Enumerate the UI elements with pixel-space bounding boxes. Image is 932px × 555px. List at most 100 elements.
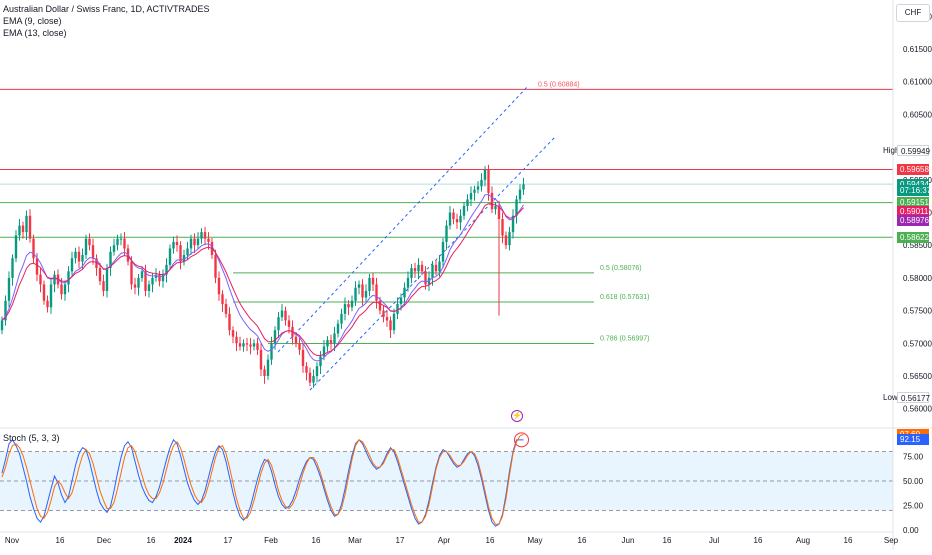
candle-body xyxy=(28,215,32,239)
candle-body xyxy=(301,349,305,367)
candle-body xyxy=(315,366,319,376)
candle-body xyxy=(70,258,74,272)
time-tick-label: Apr xyxy=(438,536,451,545)
candle-body xyxy=(399,297,403,305)
price-tick-label: 0.61000 xyxy=(903,78,932,87)
candle-body xyxy=(378,300,382,311)
candle-body xyxy=(336,323,340,334)
stoch-tick-label: 50.00 xyxy=(903,477,924,486)
candle-body xyxy=(88,238,91,246)
candle-body xyxy=(14,235,18,259)
candle-body xyxy=(490,192,494,210)
candle-body xyxy=(214,255,217,278)
candle-body xyxy=(81,255,84,262)
candle-body xyxy=(487,170,490,193)
fib-level-label: 0.5 (0.60884) xyxy=(538,81,580,88)
price-tick-label: 0.57500 xyxy=(903,307,932,316)
currency-button[interactable]: CHF xyxy=(896,4,930,22)
candle-body xyxy=(298,343,301,350)
candle-body xyxy=(259,349,263,370)
candle-body xyxy=(305,366,308,373)
time-tick-label: Aug xyxy=(796,536,810,545)
price-badge: 0.58976 xyxy=(897,215,929,227)
candle-body xyxy=(382,310,385,318)
candle-body xyxy=(431,264,434,278)
candle-body xyxy=(508,232,511,246)
candle-body xyxy=(350,300,354,308)
candle-body xyxy=(364,290,368,298)
candle-body xyxy=(123,238,126,249)
candle-body xyxy=(133,284,137,288)
candle-body xyxy=(116,238,119,246)
candle-body xyxy=(466,199,469,206)
alert-icon[interactable]: ⚡ xyxy=(511,410,523,422)
candle-body xyxy=(322,346,326,357)
candle-body xyxy=(102,281,105,291)
candle-body xyxy=(522,184,525,190)
symbol-legend[interactable]: Australian Dollar / Swiss Franc, 1D, ACT… xyxy=(3,4,210,14)
high-label: High xyxy=(883,145,900,155)
candle-body xyxy=(438,261,441,272)
time-tick-label: Sep xyxy=(884,536,899,545)
candle-body xyxy=(203,232,207,239)
candle-body xyxy=(483,170,487,180)
candle-body xyxy=(347,304,350,308)
candle-body xyxy=(238,343,242,347)
stoch-legend[interactable]: Stoch (5, 3, 3) xyxy=(3,433,60,443)
candle-body xyxy=(249,344,252,347)
candle-body xyxy=(406,277,410,288)
stoch-tick-label: 25.00 xyxy=(903,502,924,511)
candle-body xyxy=(168,248,172,265)
candle-body xyxy=(235,336,238,344)
fib-level-label: 0.786 (0.56997) xyxy=(600,335,649,342)
time-tick-label: 2024 xyxy=(174,536,192,545)
price-tick-label: 0.58500 xyxy=(903,241,932,250)
candle-body xyxy=(98,268,102,282)
candle-body xyxy=(343,304,347,314)
candle-body xyxy=(130,261,133,285)
ema-9-line xyxy=(1,193,524,362)
ema-9-legend[interactable]: EMA (9, close) xyxy=(3,16,62,26)
candle-body xyxy=(389,320,392,331)
candle-body xyxy=(518,189,522,200)
candle-body xyxy=(504,235,508,246)
candle-body xyxy=(448,212,452,226)
candle-body xyxy=(147,284,151,291)
time-tick-label: May xyxy=(527,536,542,545)
candle-body xyxy=(182,255,186,262)
time-tick-label: Jun xyxy=(622,536,635,545)
time-tick-label: 16 xyxy=(663,536,672,545)
candle-body xyxy=(476,186,480,190)
candle-body xyxy=(165,264,168,275)
candle-body xyxy=(312,375,315,383)
candle-body xyxy=(266,359,270,376)
price-badge: 0.59011 xyxy=(897,206,929,218)
candle-body xyxy=(410,268,413,278)
candle-body xyxy=(511,215,515,233)
candle-body xyxy=(74,251,77,259)
candle-body xyxy=(67,271,70,285)
candle-body xyxy=(277,317,280,331)
candle-body xyxy=(189,238,193,249)
candle-body xyxy=(371,277,375,285)
time-tick-label: 16 xyxy=(578,536,587,545)
candle-body xyxy=(186,248,189,255)
candle-body xyxy=(385,317,389,321)
candle-body xyxy=(200,232,203,239)
candle-body xyxy=(11,258,14,278)
ema-13-legend[interactable]: EMA (13, close) xyxy=(3,28,67,38)
candle-body xyxy=(140,271,144,278)
time-tick-label: 16 xyxy=(147,536,156,545)
candle-body xyxy=(354,287,357,301)
price-tick-label: 0.56500 xyxy=(903,372,932,381)
candle-body xyxy=(35,258,39,275)
candle-body xyxy=(42,284,46,301)
candle-body xyxy=(357,284,361,288)
candle-body xyxy=(245,343,249,345)
candle-body xyxy=(154,274,158,278)
candle-body xyxy=(455,219,459,223)
candle-body xyxy=(53,274,56,285)
candle-body xyxy=(417,264,420,272)
time-tick-label: 16 xyxy=(844,536,853,545)
